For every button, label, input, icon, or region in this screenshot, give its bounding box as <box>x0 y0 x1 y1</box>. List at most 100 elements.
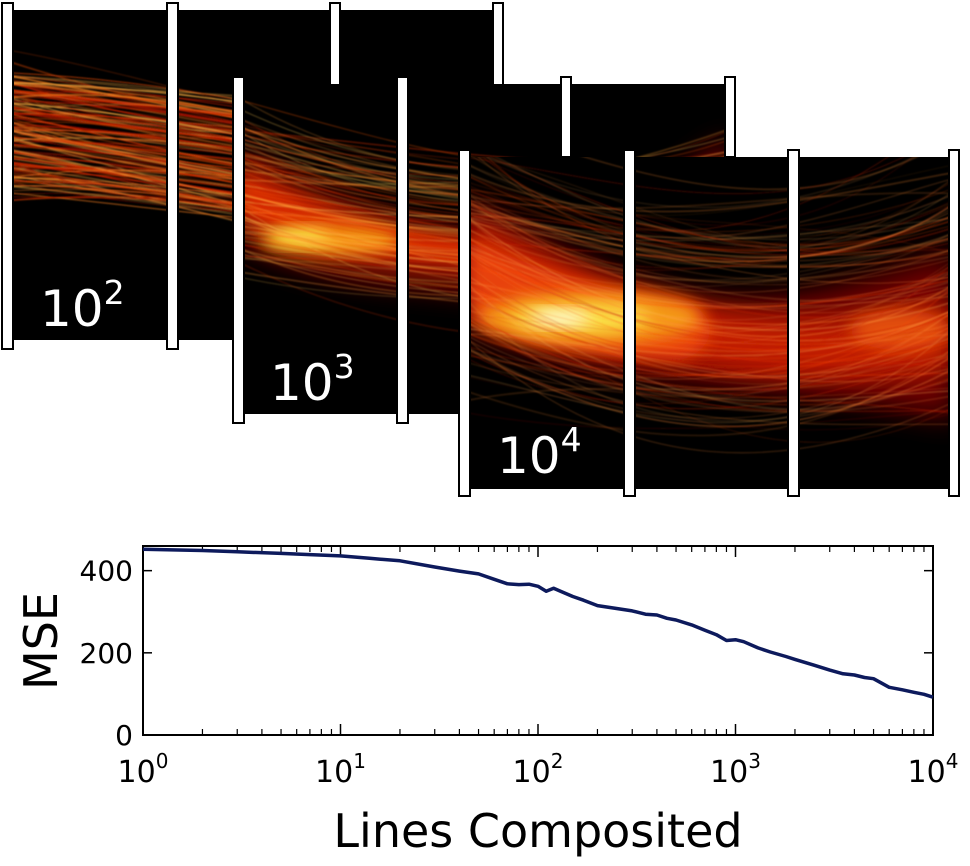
heatmap-streak <box>464 360 954 399</box>
x-tick-label: 103 <box>710 749 761 790</box>
y-axis-label: MSE <box>14 592 68 690</box>
heatmap-streak <box>464 220 954 258</box>
y-axis: 0 200 400 <box>80 555 933 752</box>
panel-3-label-base: 10 <box>497 427 561 485</box>
heatmap-streak <box>464 226 954 260</box>
heatmap-streak <box>464 319 954 413</box>
heatmap-streak <box>464 197 954 293</box>
panel-3-bar-left <box>458 149 471 497</box>
heatmap-streak <box>464 318 954 391</box>
heatmap-streak <box>464 313 954 345</box>
x-axis-label: Lines Composited <box>333 804 742 858</box>
panel-3-bar-right <box>948 149 960 497</box>
heatmap-streak <box>464 236 954 346</box>
heatmap-streak <box>464 317 954 375</box>
heatmap-streak <box>464 162 954 238</box>
heatmap-streak <box>464 280 954 342</box>
heatmap-streak <box>464 216 954 314</box>
x-axis: 100 101 102 103 104 <box>118 546 959 790</box>
y-tick-label: 400 <box>80 555 133 588</box>
heatmap-streak <box>464 202 954 271</box>
heatmap-streak <box>464 248 954 308</box>
panel-3-label-exp: 4 <box>560 420 582 459</box>
heatmap-streak <box>464 181 954 235</box>
heatmap-streak <box>464 250 954 309</box>
heatmap-streak <box>464 325 954 423</box>
panel-3-bar-mid2 <box>787 149 800 497</box>
heatmap-streak <box>464 261 954 354</box>
heatmap-streak <box>464 163 954 240</box>
heatmap-streak <box>464 286 954 360</box>
heatmap-streak <box>464 409 954 430</box>
panel-2-label: 103 <box>270 350 355 408</box>
heatmap-streak <box>464 272 954 377</box>
heatmap-streak <box>464 174 954 247</box>
heatmap-streak <box>464 282 954 443</box>
heatmap-streak <box>464 171 954 213</box>
heatmap-streak <box>464 335 954 454</box>
heatmap-streak <box>464 189 954 266</box>
panel-3-bar-mid1 <box>623 149 636 497</box>
heatmap-streak <box>464 251 954 345</box>
heatmap-panel-3 <box>458 149 960 497</box>
heatmap-streak <box>477 157 954 239</box>
x-tick-label: 101 <box>315 749 366 790</box>
heatmap-streak <box>464 201 954 269</box>
heatmap-streak <box>464 173 954 252</box>
panel-2-bar-left <box>232 76 245 424</box>
mse-series-line <box>142 547 934 699</box>
heatmap-streak <box>464 214 954 321</box>
heatmap-streak <box>464 254 954 341</box>
plot-frame <box>142 545 934 736</box>
mse-chart: 0 200 400 100 101 102 103 104 MSE Lines Compos… <box>14 545 959 858</box>
heatmap-streak <box>486 157 954 262</box>
panel-2-bar-right <box>724 76 736 158</box>
panel-1-label-base: 10 <box>40 280 104 338</box>
heatmap-streak <box>464 331 954 376</box>
heatmap-streak <box>486 157 916 208</box>
heatmap-streak <box>464 200 954 253</box>
heatmap-streak <box>464 292 954 368</box>
heatmap-streak <box>479 157 954 249</box>
panel-1-bar-mid1 <box>166 2 179 350</box>
x-tick-label: 102 <box>513 749 564 790</box>
heatmap-streak <box>464 205 954 268</box>
x-tick-label: 100 <box>118 749 169 790</box>
heatmap-streak <box>464 337 954 425</box>
heatmap-streak <box>464 193 954 240</box>
panel-1-label: 102 <box>40 276 125 334</box>
panel-2-label-base: 10 <box>270 354 334 412</box>
heatmap-streak <box>464 157 905 195</box>
y-tick-label: 200 <box>80 637 133 670</box>
heatmap-streak <box>464 292 954 411</box>
heatmap-streak <box>464 227 954 283</box>
panel-3-streaks <box>464 157 954 454</box>
heatmap-streak <box>464 294 954 377</box>
panel-2-label-exp: 3 <box>333 347 355 386</box>
heatmap-streak <box>464 187 954 252</box>
x-tick-label: 104 <box>908 749 959 790</box>
heatmap-streak <box>464 213 954 331</box>
heatmap-streak <box>464 320 954 395</box>
panel-3-label: 104 <box>497 423 582 481</box>
heatmap-streak <box>464 253 954 364</box>
heatmap-streak <box>464 180 954 254</box>
heatmap-streak <box>481 157 889 232</box>
heatmap-streak <box>464 225 954 305</box>
heatmap-streak <box>464 179 954 251</box>
y-tick-label: 0 <box>115 719 133 752</box>
heatmap-streak <box>476 157 914 226</box>
panel-2-bar-mid1 <box>396 76 409 424</box>
panel-2-bar-mid2 <box>560 76 572 158</box>
heatmap-streak <box>464 309 954 380</box>
heatmap-streak <box>464 248 954 333</box>
heatmap-streak <box>464 187 954 233</box>
heatmap-streak <box>464 262 954 362</box>
heatmap-streak <box>464 232 954 288</box>
heatmap-streak <box>464 290 954 325</box>
heatmap-streak <box>464 220 954 284</box>
panel-1-label-exp: 2 <box>103 273 125 312</box>
heatmap-streak <box>464 347 954 437</box>
